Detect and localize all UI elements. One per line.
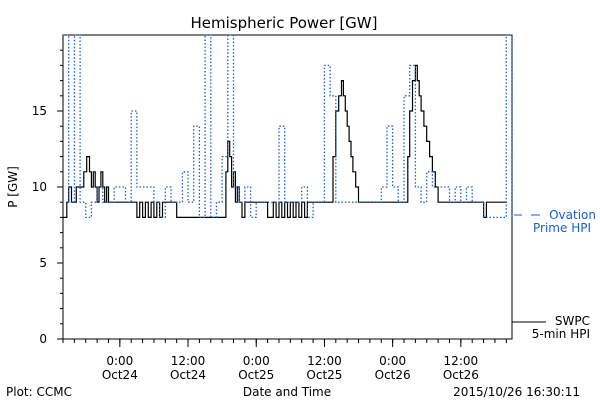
x-tick-date: Oct26 bbox=[443, 368, 479, 382]
legend-swpc: SWPC 5-min HPI bbox=[512, 314, 590, 341]
y-tick-label: 15 bbox=[32, 104, 47, 118]
legend-ovation-line2: Prime HPI bbox=[533, 221, 591, 235]
x-tick-label: 12:00 bbox=[444, 354, 479, 368]
series-swpc-line bbox=[63, 64, 507, 218]
chart-title: Hemispheric Power [GW] bbox=[191, 14, 378, 32]
x-axis-label: Date and Time bbox=[243, 385, 331, 399]
x-tick-label: 0:00 bbox=[379, 354, 406, 368]
x-tick-date: Oct24 bbox=[102, 368, 138, 382]
series-layer bbox=[63, 34, 513, 219]
legend-swpc-line1: SWPC bbox=[555, 314, 590, 328]
x-tick-label: 12:00 bbox=[171, 354, 206, 368]
x-tick-date: Oct24 bbox=[170, 368, 206, 382]
y-axis-ticks: 0 5 10 15 bbox=[32, 49, 63, 346]
x-tick-date: Oct25 bbox=[306, 368, 342, 382]
footer-timestamp: 2015/10/26 16:30:11 bbox=[453, 385, 580, 399]
x-tick-date: Oct26 bbox=[375, 368, 411, 382]
x-tick-label: 0:00 bbox=[243, 354, 270, 368]
series-ovation-line bbox=[63, 34, 513, 219]
x-axis-ticks: 0:00Oct2412:00Oct240:00Oct2512:00Oct250:… bbox=[62, 339, 507, 382]
y-tick-label: 10 bbox=[32, 180, 47, 194]
y-tick-label: 5 bbox=[39, 256, 47, 270]
x-tick-date: Oct25 bbox=[238, 368, 274, 382]
x-tick-label: 12:00 bbox=[307, 354, 342, 368]
legend-ovation: Ovation Prime HPI bbox=[514, 208, 596, 235]
y-tick-label: 0 bbox=[39, 332, 47, 346]
x-tick-label: 0:00 bbox=[106, 354, 133, 368]
legend-ovation-line1: Ovation bbox=[549, 208, 596, 222]
footer-plot-credit: Plot: CCMC bbox=[6, 385, 72, 399]
y-axis-label: P [GW] bbox=[6, 166, 20, 208]
legend-swpc-line2: 5-min HPI bbox=[532, 327, 590, 341]
